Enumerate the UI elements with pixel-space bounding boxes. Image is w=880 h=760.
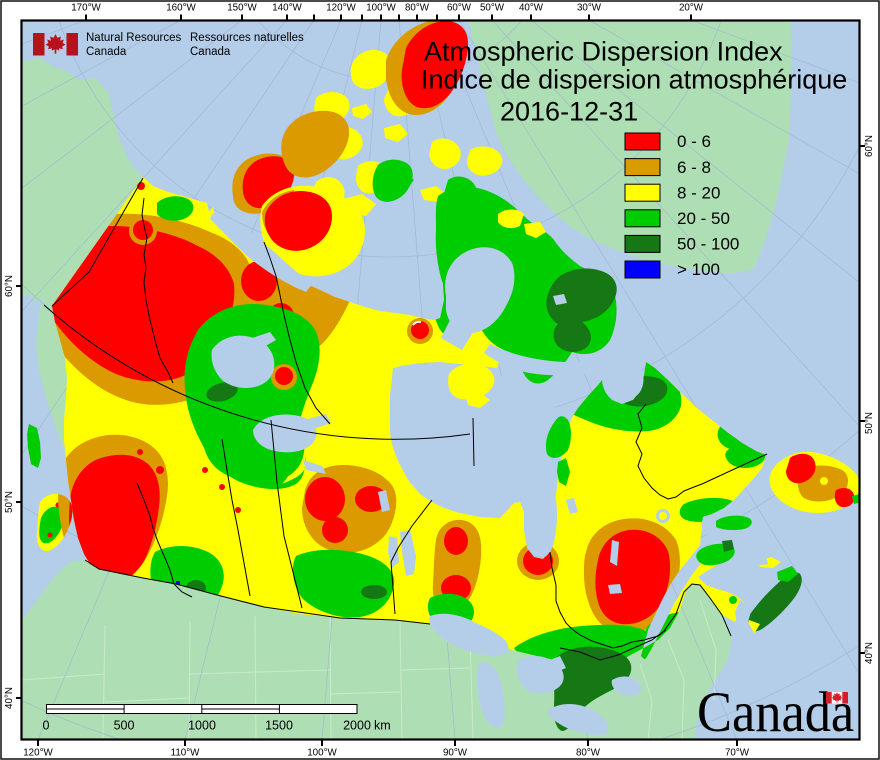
svg-text:1000: 1000 [188, 719, 216, 733]
svg-text:km: km [374, 719, 391, 733]
svg-text:Natural Resources: Natural Resources [86, 32, 181, 44]
svg-text:120°W: 120°W [23, 748, 53, 759]
svg-text:> 100: > 100 [677, 260, 720, 279]
svg-text:Ressources naturelles: Ressources naturelles [190, 32, 304, 44]
svg-text:Canada: Canada [86, 46, 127, 58]
svg-text:8 - 20: 8 - 20 [677, 183, 720, 202]
svg-text:150°W: 150°W [227, 3, 257, 14]
svg-text:1500: 1500 [265, 719, 293, 733]
svg-text:160°W: 160°W [166, 3, 196, 14]
svg-text:80°W: 80°W [576, 748, 601, 759]
svg-text:140°W: 140°W [272, 3, 302, 14]
svg-text:50 - 100: 50 - 100 [677, 235, 739, 254]
svg-text:60°W: 60°W [447, 3, 472, 14]
svg-text:60°N: 60°N [864, 135, 875, 157]
svg-text:50°N: 50°N [864, 412, 875, 434]
svg-text:40°N: 40°N [4, 687, 15, 709]
svg-text:Atmospheric Dispersion Index: Atmospheric Dispersion Index [424, 37, 783, 67]
svg-text:50°W: 50°W [480, 3, 505, 14]
svg-text:2016-12-31: 2016-12-31 [500, 97, 638, 127]
svg-text:170°W: 170°W [71, 3, 101, 14]
svg-text:0 - 6: 0 - 6 [677, 132, 711, 151]
svg-text:20°W: 20°W [679, 3, 704, 14]
svg-text:30°W: 30°W [577, 3, 602, 14]
svg-text:500: 500 [114, 719, 135, 733]
svg-text:40°N: 40°N [864, 642, 875, 664]
svg-text:60°N: 60°N [4, 275, 15, 297]
svg-text:Canada: Canada [697, 680, 854, 743]
svg-text:Indice de dispersion atmosphér: Indice de dispersion atmosphérique [421, 65, 847, 95]
svg-text:100°W: 100°W [307, 748, 337, 759]
svg-text:2000: 2000 [343, 719, 371, 733]
svg-text:40°W: 40°W [519, 3, 544, 14]
svg-text:100°W: 100°W [366, 3, 396, 14]
svg-text:0: 0 [43, 719, 50, 733]
svg-text:70°W: 70°W [725, 748, 750, 759]
svg-text:80°W: 80°W [405, 3, 430, 14]
svg-text:6 - 8: 6 - 8 [677, 158, 711, 177]
svg-text:50°N: 50°N [4, 491, 15, 513]
svg-text:120°W: 120°W [326, 3, 356, 14]
svg-text:110°W: 110°W [171, 748, 201, 759]
svg-text:90°W: 90°W [443, 748, 468, 759]
svg-text:Canada: Canada [190, 46, 231, 58]
svg-text:20 - 50: 20 - 50 [677, 209, 730, 228]
